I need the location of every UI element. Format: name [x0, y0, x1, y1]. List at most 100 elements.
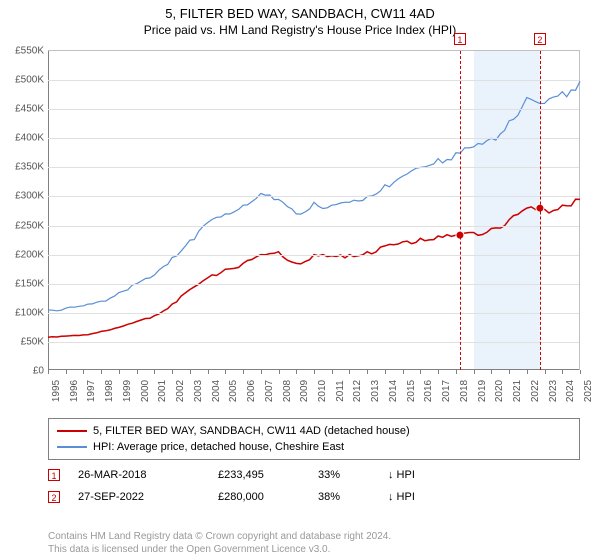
x-tick-label: 2014 — [388, 380, 399, 402]
y-tick-label: £350K — [4, 162, 44, 173]
x-tick-label: 2011 — [335, 380, 346, 402]
x-tick-label: 2018 — [459, 380, 470, 402]
y-tick-label: £250K — [4, 220, 44, 231]
gridline — [48, 138, 579, 139]
legend-swatch — [57, 430, 87, 432]
footer-line: This data is licensed under the Open Gov… — [48, 543, 580, 556]
chart-lines — [48, 51, 579, 370]
gridline — [48, 313, 579, 314]
x-tick-label: 2017 — [441, 380, 452, 402]
x-tick-mark — [208, 370, 209, 374]
x-tick-mark — [349, 370, 350, 374]
x-tick-mark — [48, 370, 49, 374]
marker-price: £280,000 — [218, 491, 318, 503]
x-tick-mark — [385, 370, 386, 374]
x-tick-mark — [101, 370, 102, 374]
x-tick-mark — [509, 370, 510, 374]
x-tick-mark — [420, 370, 421, 374]
x-tick-mark — [119, 370, 120, 374]
marker-pct: 38% — [318, 491, 388, 503]
x-tick-label: 2023 — [548, 380, 559, 402]
x-tick-label: 2003 — [193, 380, 204, 402]
marker-pct: 33% — [318, 469, 388, 481]
gridline — [48, 80, 579, 81]
y-tick-label: £400K — [4, 133, 44, 144]
chart-subtitle: Price paid vs. HM Land Registry's House … — [0, 23, 600, 37]
x-tick-mark — [562, 370, 563, 374]
x-tick-label: 2001 — [157, 380, 168, 402]
marker-data-row: 126-MAR-2018£233,49533%↓ HPI — [48, 464, 580, 486]
y-tick-label: £500K — [4, 75, 44, 86]
y-tick-label: £0 — [4, 366, 44, 377]
legend-item: HPI: Average price, detached house, Ches… — [57, 439, 571, 455]
x-tick-mark — [261, 370, 262, 374]
x-tick-mark — [474, 370, 475, 374]
x-tick-mark — [491, 370, 492, 374]
x-tick-label: 2019 — [477, 380, 488, 402]
gridline — [48, 196, 579, 197]
x-tick-mark — [367, 370, 368, 374]
x-tick-mark — [456, 370, 457, 374]
chart-title: 5, FILTER BED WAY, SANDBACH, CW11 4AD — [0, 6, 600, 21]
marker-data-row: 227-SEP-2022£280,00038%↓ HPI — [48, 486, 580, 508]
y-tick-label: £150K — [4, 278, 44, 289]
x-tick-mark — [296, 370, 297, 374]
x-tick-label: 2002 — [175, 380, 186, 402]
marker-number-box: 2 — [48, 491, 60, 503]
x-tick-mark — [83, 370, 84, 374]
x-tick-mark — [279, 370, 280, 374]
x-tick-label: 2005 — [228, 380, 239, 402]
x-tick-label: 2012 — [352, 380, 363, 402]
x-tick-label: 2007 — [264, 380, 275, 402]
marker-data-table: 126-MAR-2018£233,49533%↓ HPI 2 27-SEP-2022… — [48, 464, 580, 508]
x-tick-label: 2006 — [246, 380, 257, 402]
x-tick-label: 1996 — [69, 380, 80, 402]
marker-date: 27-SEP-2022 — [78, 491, 218, 503]
x-tick-mark — [190, 370, 191, 374]
legend-swatch — [57, 446, 87, 448]
x-tick-label: 2008 — [282, 380, 293, 402]
x-tick-label: 2000 — [140, 380, 151, 402]
chart-legend: 5, FILTER BED WAY, SANDBACH, CW11 4AD (d… — [48, 418, 580, 460]
gridline — [48, 255, 579, 256]
marker-price: £233,495 — [218, 469, 318, 481]
x-tick-mark — [332, 370, 333, 374]
x-tick-label: 2013 — [370, 380, 381, 402]
marker-number-box: 1 — [48, 469, 60, 481]
y-tick-label: £300K — [4, 191, 44, 202]
x-tick-label: 2022 — [530, 380, 541, 402]
x-tick-mark — [314, 370, 315, 374]
x-tick-mark — [172, 370, 173, 374]
x-tick-mark — [243, 370, 244, 374]
x-tick-label: 2024 — [565, 380, 576, 402]
chart-plot-area: £0£50K£100K£150K£200K£250K£300K£350K£400… — [48, 50, 580, 370]
gridline — [48, 167, 579, 168]
x-tick-mark — [403, 370, 404, 374]
y-tick-label: £450K — [4, 104, 44, 115]
footer-line: Contains HM Land Registry data © Crown c… — [48, 530, 580, 543]
x-tick-label: 2021 — [512, 380, 523, 402]
x-tick-label: 1999 — [122, 380, 133, 402]
x-tick-label: 2010 — [317, 380, 328, 402]
x-tick-mark — [545, 370, 546, 374]
gridline — [48, 284, 579, 285]
x-tick-label: 2004 — [211, 380, 222, 402]
x-tick-label: 2009 — [299, 380, 310, 402]
x-tick-mark — [527, 370, 528, 374]
x-tick-mark — [154, 370, 155, 374]
marker-number-box: 2 — [534, 33, 546, 45]
y-tick-label: £100K — [4, 307, 44, 318]
marker-arrow: ↓ HPI — [388, 469, 415, 481]
y-tick-label: £550K — [4, 46, 44, 57]
x-tick-label: 2016 — [423, 380, 434, 402]
x-tick-label: 1998 — [104, 380, 115, 402]
footer-attribution: Contains HM Land Registry data © Crown c… — [48, 530, 580, 556]
legend-label: 5, FILTER BED WAY, SANDBACH, CW11 4AD (d… — [93, 425, 410, 437]
x-tick-label: 2015 — [406, 380, 417, 402]
x-tick-label: 1997 — [86, 380, 97, 402]
y-tick-label: £50K — [4, 336, 44, 347]
legend-label: HPI: Average price, detached house, Ches… — [93, 441, 344, 453]
x-tick-mark — [225, 370, 226, 374]
marker-number-box: 1 — [454, 33, 466, 45]
x-tick-label: 2020 — [494, 380, 505, 402]
